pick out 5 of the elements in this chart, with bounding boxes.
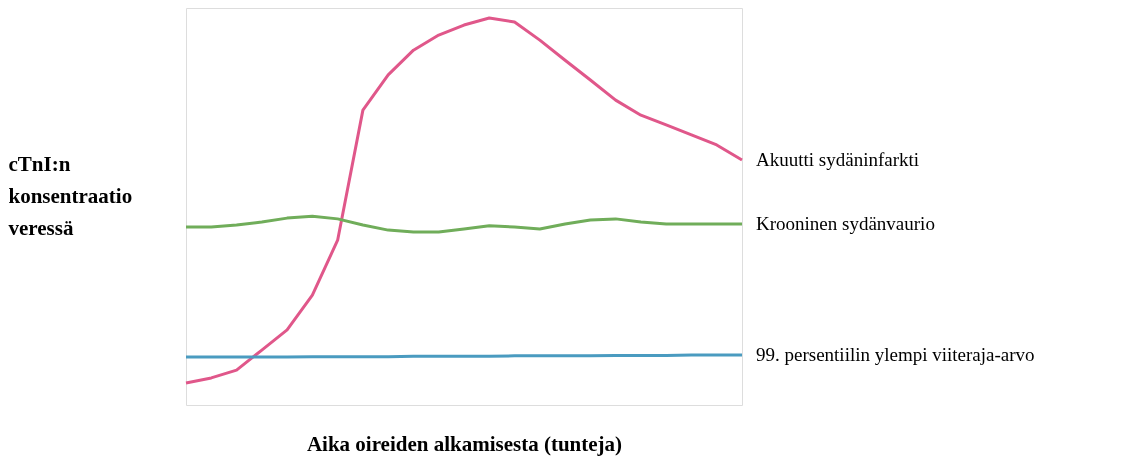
- y-axis-title: cTnI:n konsentraatio veressä: [8, 151, 133, 240]
- series-label: Akuutti sydäninfarkti: [756, 149, 920, 171]
- x-axis-title: Aika oireiden alkamisesta (tunteja): [306, 431, 623, 456]
- series-label: Krooninen sydänvaurio: [756, 212, 935, 234]
- series-label: 99. persentiilin ylempi viiteraja-arvo: [756, 344, 1035, 366]
